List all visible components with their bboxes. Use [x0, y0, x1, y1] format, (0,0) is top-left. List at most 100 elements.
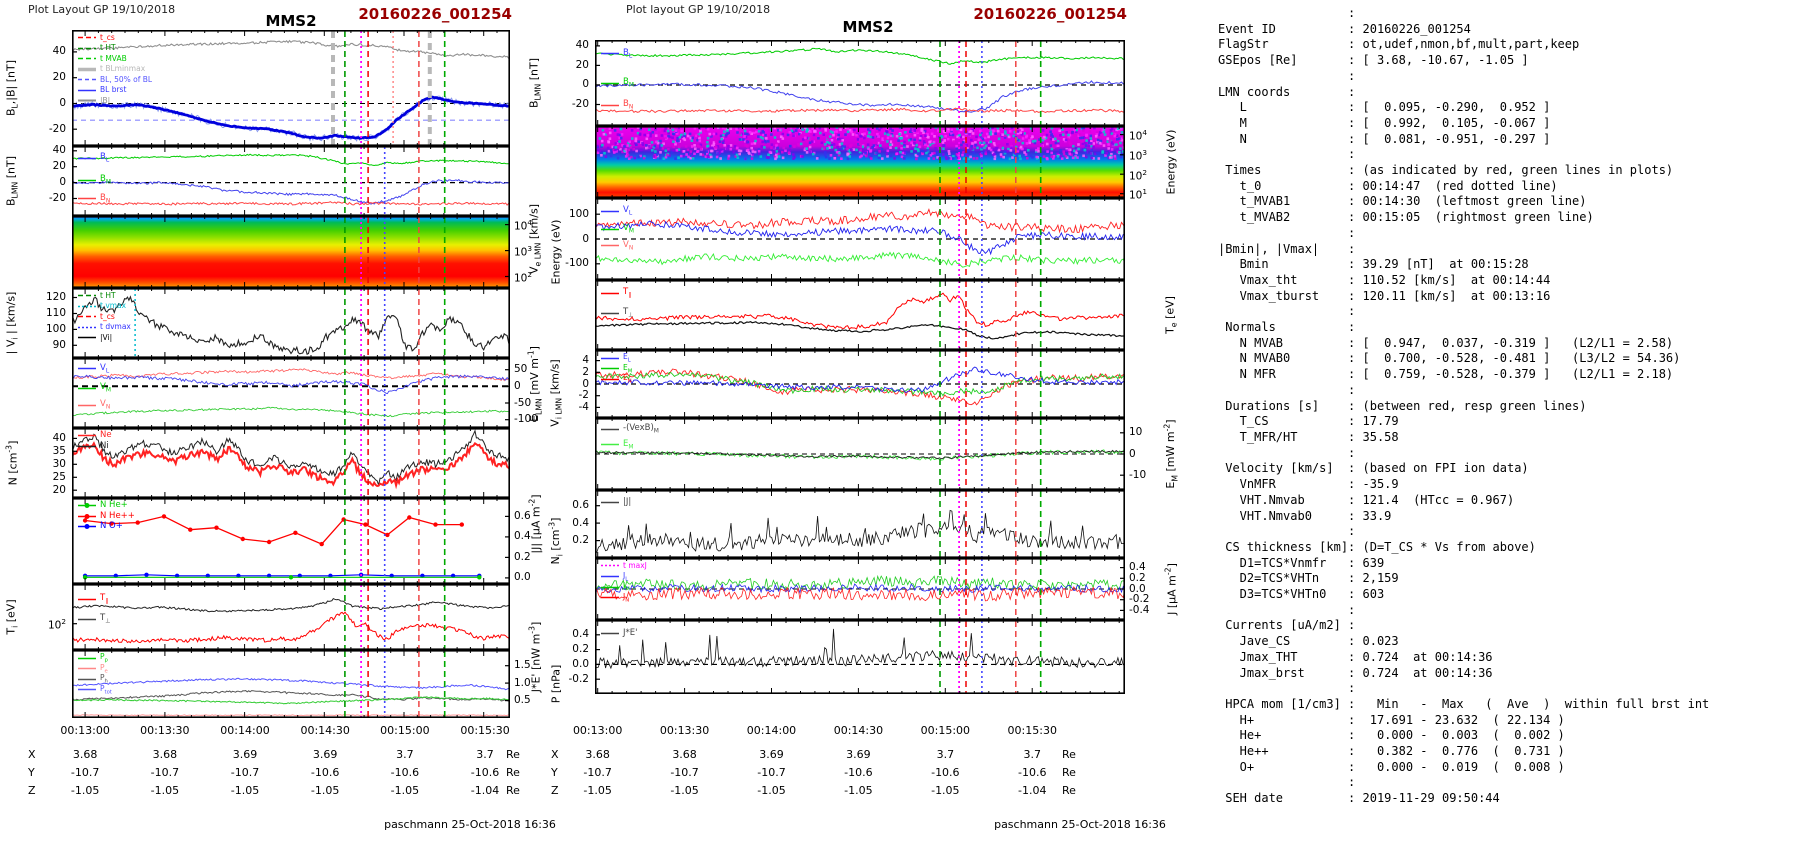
y-tick-label: 20	[575, 58, 589, 71]
xyz-value: -1.04	[1018, 784, 1047, 797]
y-tick-label: -0.2	[1129, 593, 1150, 606]
legend-label: BL brst	[100, 85, 127, 95]
y-tick-label: 0	[59, 176, 66, 189]
legend-entry: T⊥	[600, 308, 633, 319]
legend-line-sample	[601, 104, 619, 107]
y-tick-label: 110	[45, 306, 66, 319]
legend-entry: BN	[77, 193, 110, 205]
legend-entry: Ne	[77, 431, 112, 440]
legend-line-sample	[78, 387, 96, 390]
y-tick-label: 0.4	[572, 516, 589, 529]
legend-entry: t BLminmax	[77, 65, 145, 74]
xyz-row-label: Y	[551, 766, 558, 779]
y-tick-label: 30	[52, 457, 66, 470]
panel-p3	[72, 216, 510, 289]
info-line: Vmax_tburst : 120.11 [km/s] at 00:13:16	[1218, 288, 1551, 303]
legend-line-sample	[78, 657, 96, 660]
y-tick-label: 100	[568, 207, 589, 220]
legend-line-sample	[78, 668, 96, 670]
xyz-unit: Re	[1062, 766, 1076, 779]
legend-entry: T⊥	[77, 614, 110, 625]
legend-line-sample	[78, 47, 96, 49]
legend-label: EL	[623, 352, 631, 364]
legend-label: N He+	[100, 500, 128, 511]
y-tick-label: -20	[48, 192, 66, 204]
xyz-value: -10.7	[670, 766, 699, 779]
legend-line-sample	[78, 513, 96, 519]
y-tick-label: 1.5	[514, 659, 531, 672]
y-tick-label: 0.6	[572, 499, 589, 512]
xyz-value: -1.05	[844, 784, 873, 797]
info-line: Vmax_tht : 110.52 [km/s] at 00:14:44	[1218, 272, 1551, 287]
xyz-row-label: X	[28, 748, 36, 761]
y-tick-label: 20	[52, 160, 66, 173]
legend-line-sample	[78, 99, 96, 102]
legend-entry: t vmax	[77, 302, 126, 311]
info-line: D1=TCS*Vnmfr : 639	[1218, 555, 1385, 570]
legend-entry: VN	[77, 400, 110, 411]
middle-plot-event-id: 20160226_001254	[973, 5, 1127, 23]
y-tick-label: 40	[52, 431, 66, 444]
legend-line-sample	[78, 618, 96, 620]
legend-label: J*E'	[623, 628, 638, 639]
xyz-unit: Re	[506, 748, 520, 761]
legend-label: T∥	[100, 592, 109, 605]
legend-label: N O+	[100, 521, 123, 532]
xyz-value: -10.7	[70, 766, 100, 779]
y-tick-label: 102	[47, 617, 66, 632]
legend-entry: BN	[600, 100, 633, 111]
legend-label: BM	[623, 76, 634, 89]
legend-entry: VN	[600, 241, 633, 252]
panel-p5	[71, 358, 511, 429]
info-line: :	[1218, 6, 1356, 20]
y-axis-label: BLMN [nT]	[4, 156, 20, 206]
y-tick-label: 0.2	[514, 550, 531, 563]
info-line: He++ : 0.382 - 0.776 ( 0.731 )	[1218, 744, 1565, 759]
legend-label: T∥	[623, 287, 632, 300]
xyz-value: 3.7	[396, 748, 414, 761]
y-axis-label: Ve LMN [km/s]	[527, 204, 543, 274]
legend-entry: Ni	[77, 442, 109, 451]
legend-entry: JN	[600, 592, 629, 604]
info-line: He+ : 0.000 - 0.003 ( 0.002 )	[1218, 728, 1565, 743]
legend-label: t BLminmax	[100, 64, 146, 74]
info-line: Times : (as indicated by red, green line…	[1218, 163, 1674, 178]
y-tick-label: -50	[514, 396, 532, 409]
panel-p6	[71, 428, 511, 499]
xyz-value: -1.05	[757, 784, 786, 797]
info-line: GSEpos [Re] : [ 3.68, -10.67, -1.05 ]	[1218, 53, 1529, 68]
legend-line-sample	[78, 445, 96, 447]
info-line: Velocity [km/s] : (based on FPI ion data…	[1218, 461, 1529, 476]
legend-line-sample	[601, 378, 619, 381]
legend-label: t HT	[100, 290, 116, 300]
y-axis-label: | Vi | [km/s]	[4, 291, 20, 355]
left-plot-event-id: 20160226_001254	[358, 5, 512, 23]
info-line: T_CS : 17.79	[1218, 414, 1399, 429]
xyz-value: 3.68	[72, 748, 98, 761]
info-line: CS thickness [km]: (D=T_CS * Vs from abo…	[1218, 539, 1536, 554]
y-tick-label: 102	[1129, 167, 1148, 183]
info-line: HPCA mom [1/cm3] : Min - Max ( Ave ) wit…	[1218, 696, 1710, 711]
legend-entry: BM	[600, 78, 634, 89]
y-tick-label: 10	[1129, 426, 1143, 439]
info-line: :	[1218, 225, 1356, 240]
y-tick-label: 90	[52, 338, 66, 351]
xyz-value: -10.6	[1018, 766, 1047, 779]
legend-label: Ne	[100, 430, 112, 441]
y-tick-label: 0	[582, 78, 589, 91]
legend-line-sample	[78, 678, 96, 681]
xyz-value: 3.7	[1023, 748, 1042, 761]
legend-label: t vmax	[100, 301, 127, 311]
info-line: LMN coords :	[1218, 84, 1356, 99]
xyz-unit: Re	[1062, 748, 1076, 761]
info-line: :	[1218, 68, 1356, 83]
legend-label: VN	[623, 239, 634, 252]
xyz-row-label: Z	[28, 784, 36, 797]
y-tick-label: 0	[59, 96, 66, 109]
y-axis-label: N [cm-3]	[4, 440, 20, 486]
xyz-value: -10.7	[583, 766, 612, 779]
info-line: D3=TCS*VHTn0 : 603	[1218, 587, 1385, 602]
legend-entry: Ph	[77, 674, 108, 685]
info-line: D2=TCS*VHTn : 2,159	[1218, 571, 1399, 586]
